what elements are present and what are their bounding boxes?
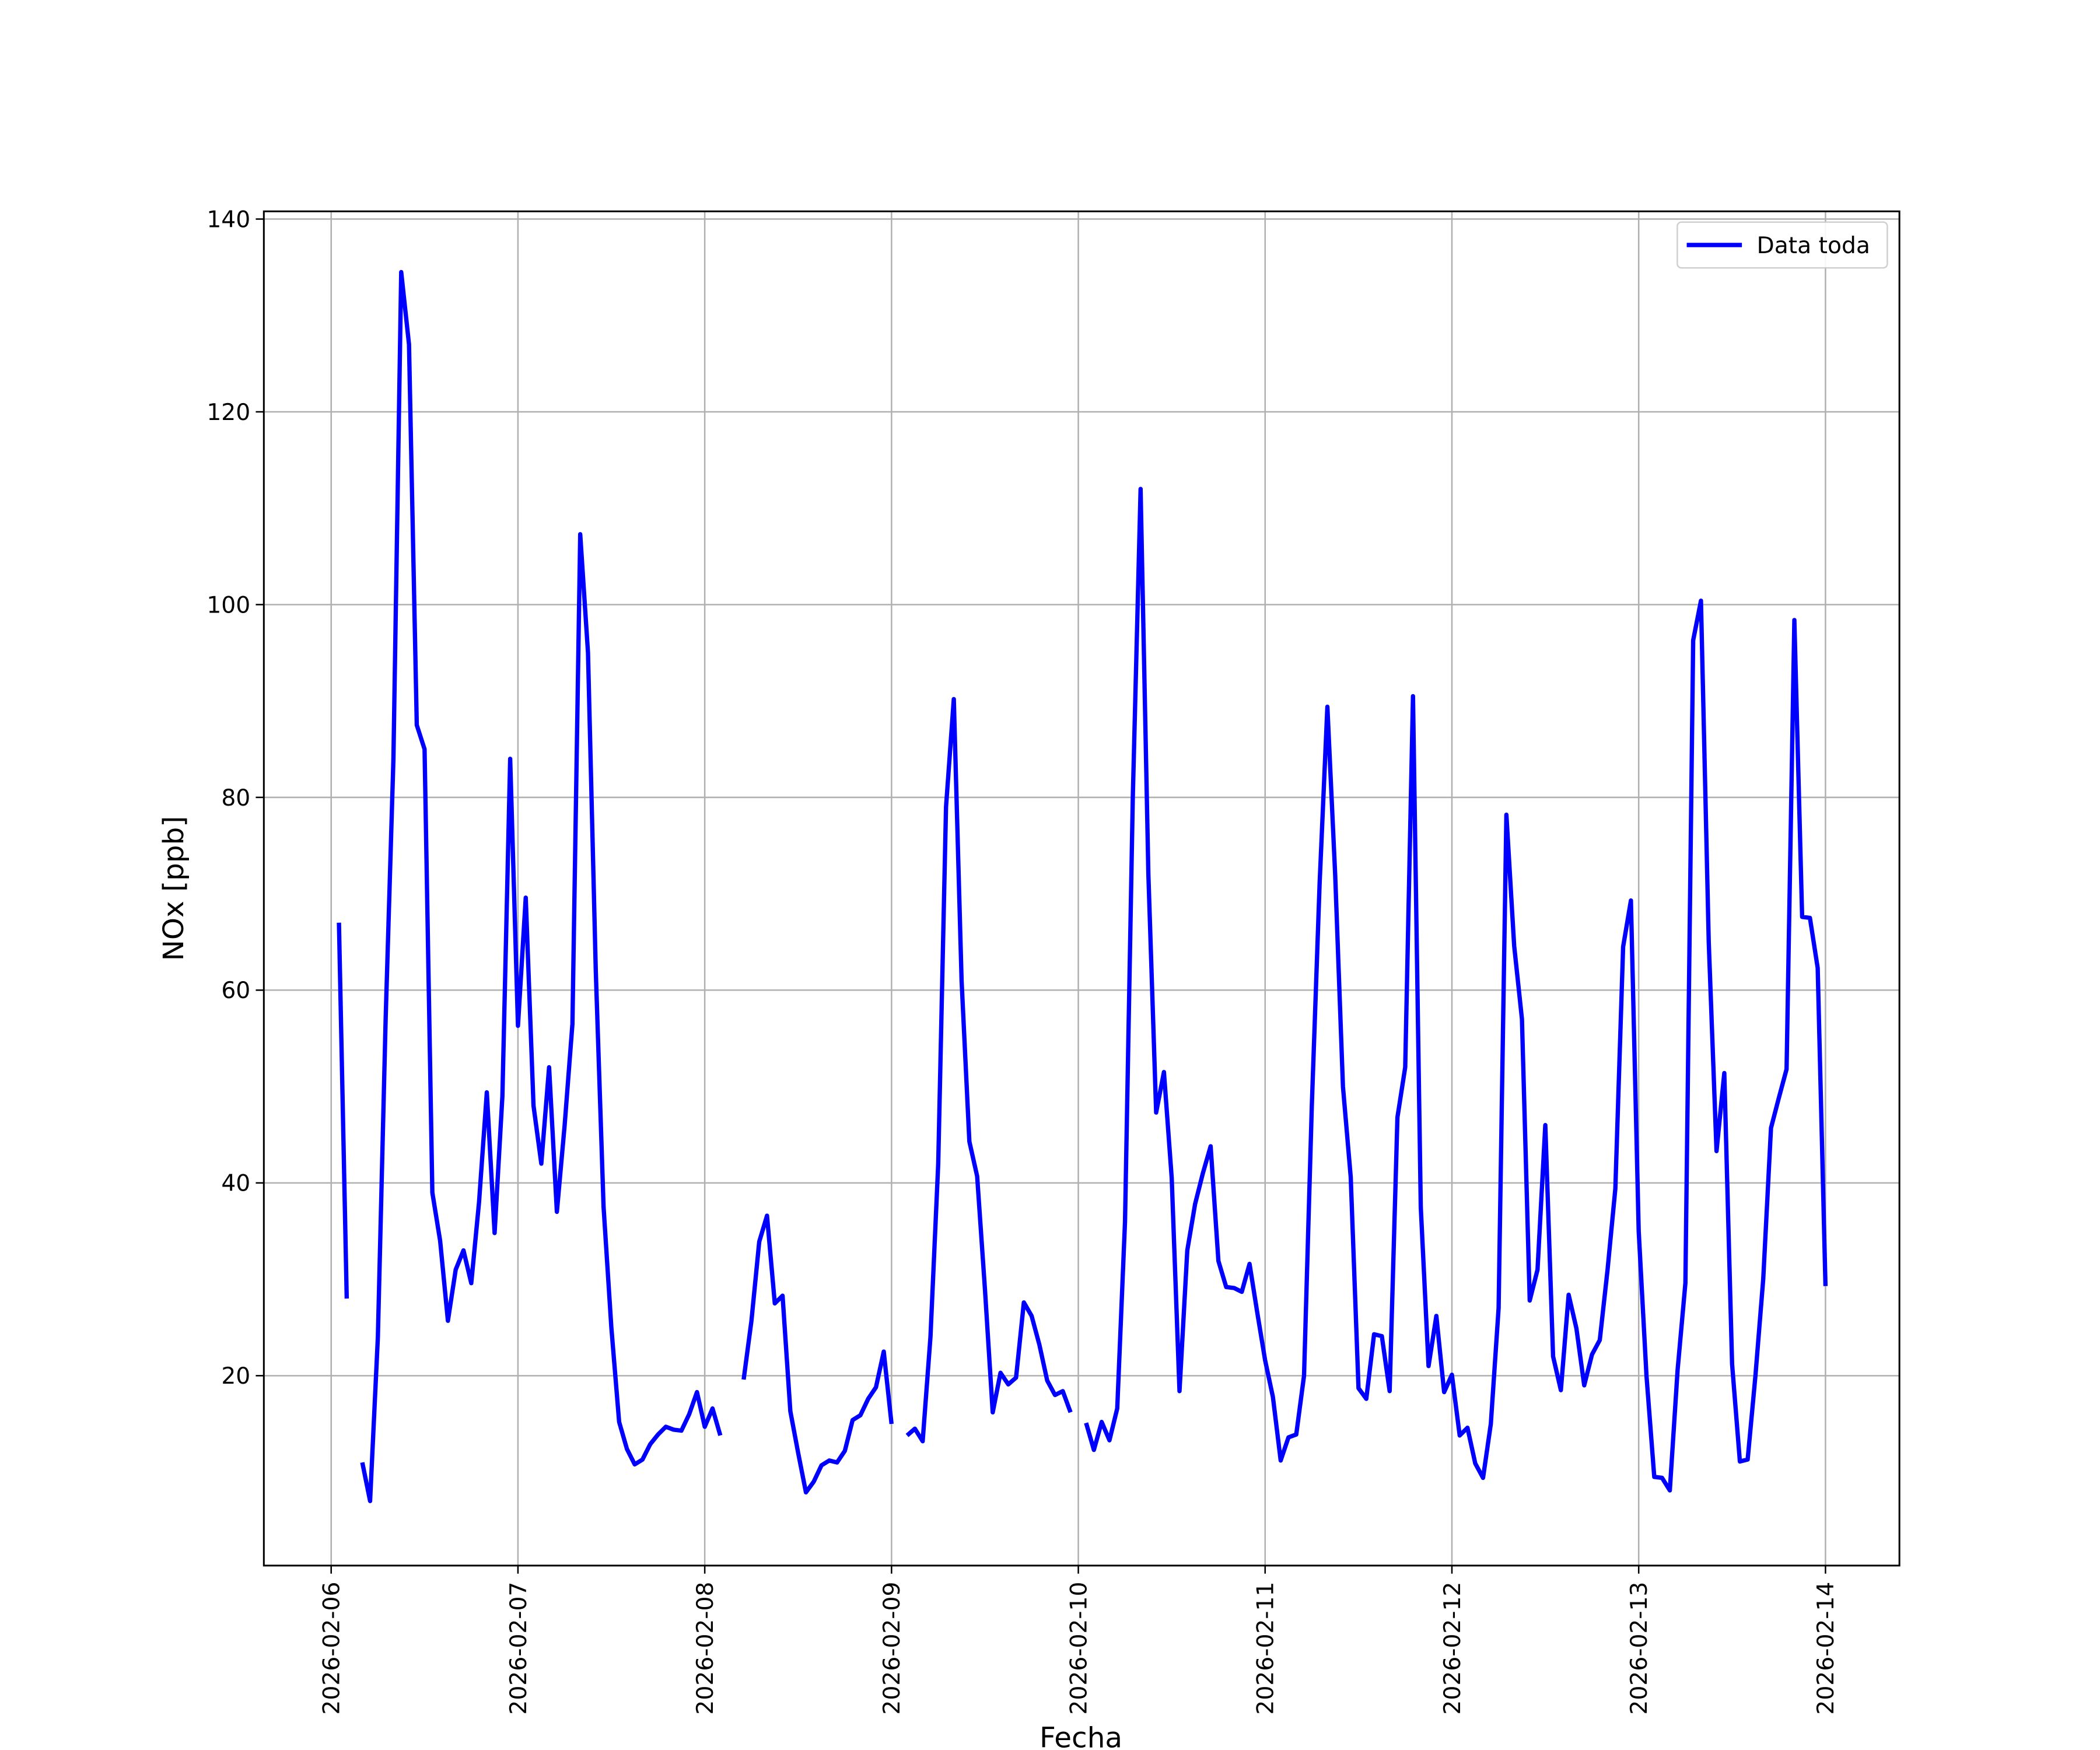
- x-tick-label: 2026-02-08: [692, 1582, 719, 1715]
- x-tick-label: 2026-02-07: [506, 1582, 532, 1715]
- axes-frame: [262, 210, 1901, 1567]
- legend-label: Data toda: [1757, 233, 1870, 259]
- y-tick-label: 80: [221, 785, 250, 811]
- axes: 20 40 60 80 100 120 140 2026-02-06 2026-02-07 202…: [206, 206, 1839, 1714]
- x-tick-label: 2026-02-12: [1440, 1582, 1466, 1715]
- x-axis-label: Fecha: [1040, 1721, 1122, 1750]
- y-tick-label: 140: [206, 206, 250, 233]
- legend-box: [1676, 221, 1888, 269]
- y-tick-label: 100: [206, 592, 250, 618]
- x-tick-label: 2026-02-13: [1626, 1582, 1653, 1715]
- x-tick-label: 2026-02-11: [1253, 1582, 1279, 1715]
- y-tick-label: 120: [206, 400, 250, 426]
- y-tick-label: 20: [221, 1363, 250, 1390]
- grid: [264, 211, 1900, 1566]
- plot-area: [337, 270, 1828, 1503]
- y-tick-label: 60: [221, 978, 250, 1004]
- x-tick-label: 2026-02-06: [319, 1582, 345, 1715]
- x-tick-label: 2026-02-10: [1066, 1582, 1092, 1715]
- series-line: [337, 270, 1828, 1503]
- legend: Data toda: [1676, 221, 1888, 269]
- x-tick-label: 2026-02-09: [879, 1582, 905, 1715]
- y-tick-label: 40: [221, 1171, 250, 1197]
- y-axis-label: NOx [ppb]: [158, 816, 190, 961]
- x-tick-label: 2026-02-14: [1813, 1582, 1839, 1715]
